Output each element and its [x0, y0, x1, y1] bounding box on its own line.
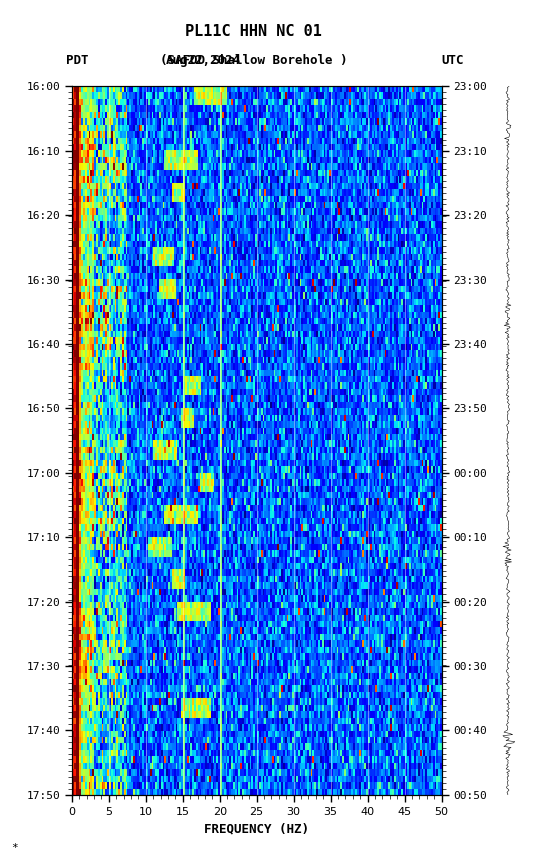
Text: *: *: [11, 843, 18, 853]
Text: PDT: PDT: [66, 54, 89, 67]
X-axis label: FREQUENCY (HZ): FREQUENCY (HZ): [204, 823, 309, 835]
Text: UTC: UTC: [442, 54, 464, 67]
Text: PL11C HHN NC 01: PL11C HHN NC 01: [185, 24, 322, 39]
Text: Aug22,2024: Aug22,2024: [166, 54, 241, 67]
Text: (SAFOD Shallow Borehole ): (SAFOD Shallow Borehole ): [160, 54, 348, 67]
